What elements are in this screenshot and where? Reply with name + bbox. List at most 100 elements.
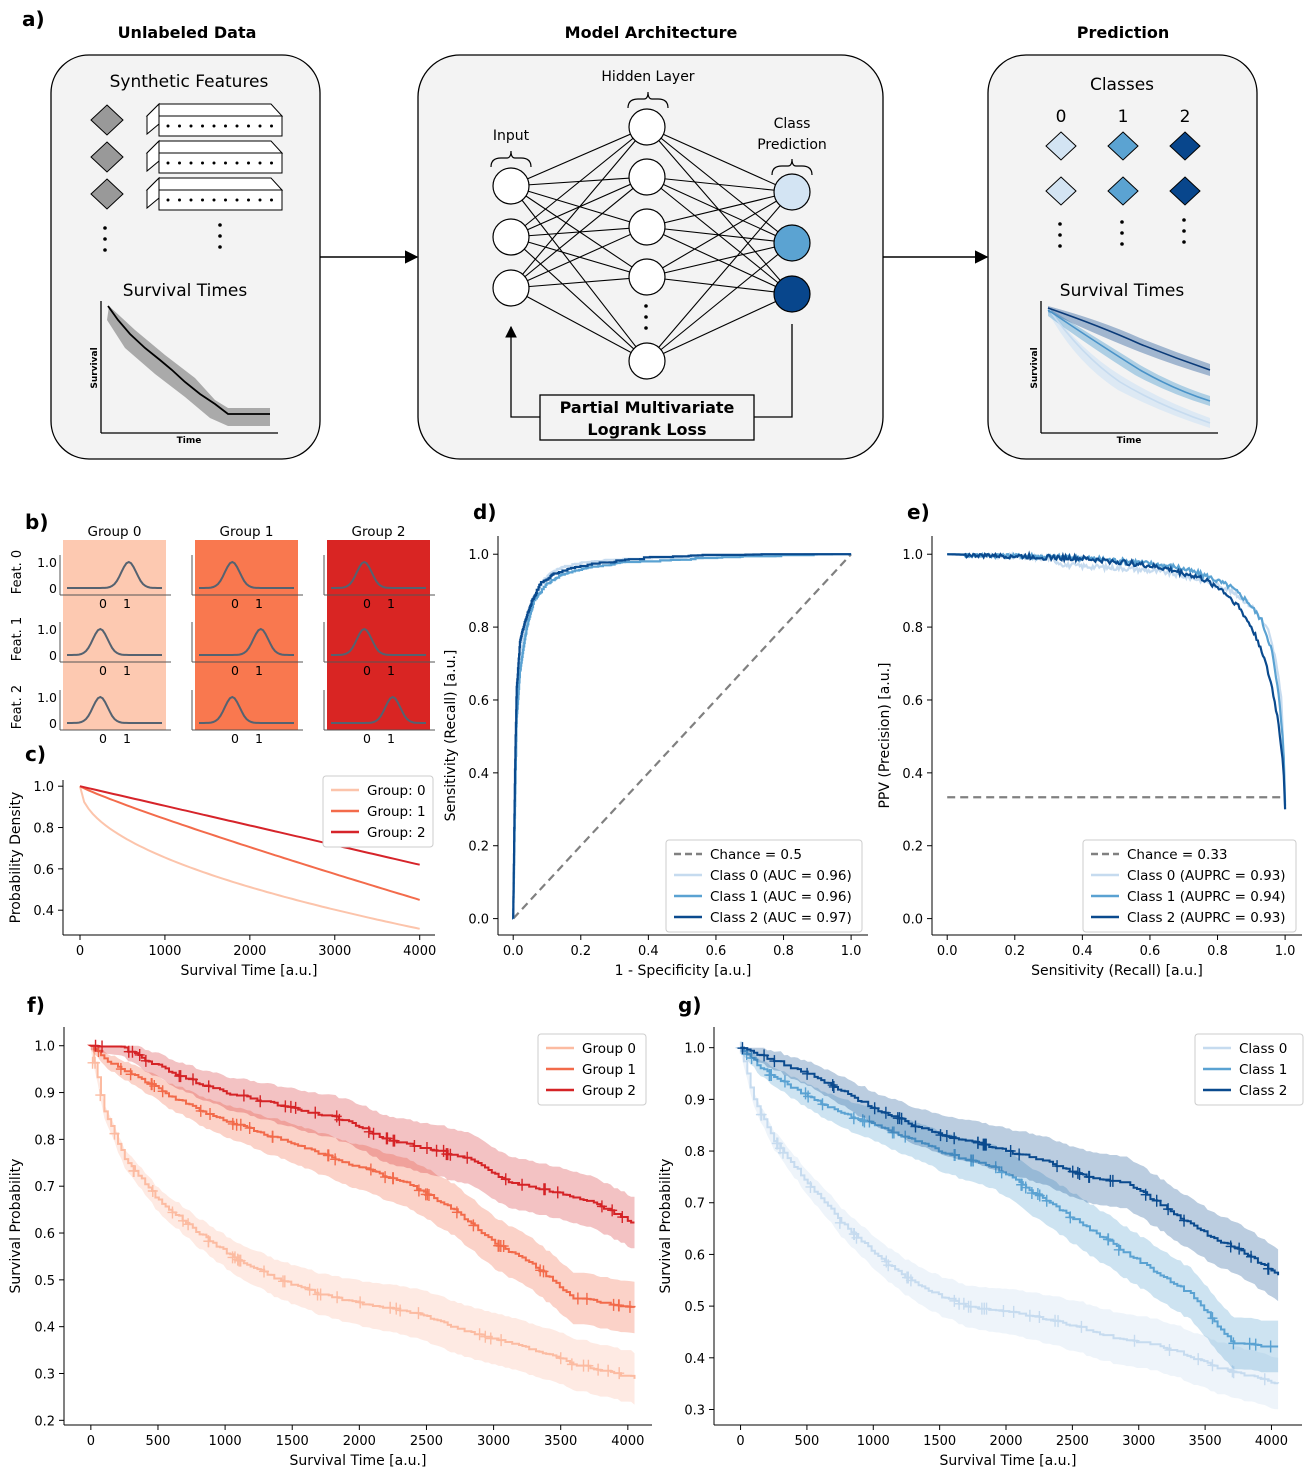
censor-mark xyxy=(1265,1340,1276,1353)
y-tick-label: 0.2 xyxy=(902,840,923,855)
feature-dot xyxy=(201,124,204,128)
feature-density-curve xyxy=(199,627,294,656)
feature-dot xyxy=(224,198,227,202)
class-diamond-1 xyxy=(1107,176,1139,206)
censor-mark xyxy=(607,1204,618,1217)
feature-dot xyxy=(178,161,181,165)
pr-curve-0 xyxy=(947,551,1287,803)
x-tick-label: 4000 xyxy=(403,944,436,959)
network-edge xyxy=(510,226,648,289)
censor-mark xyxy=(140,1054,151,1067)
y-axis-label: Sensitivity (Recall) [a.u.] xyxy=(443,650,459,822)
censor-mark xyxy=(1005,1144,1016,1157)
censor-mark xyxy=(187,1073,198,1086)
censor-mark xyxy=(963,1300,974,1313)
feature-dot xyxy=(201,198,204,202)
x-tick-label: 0.0 xyxy=(503,944,524,959)
y-tick-label: 0.9 xyxy=(34,1087,55,1102)
feature-dot xyxy=(224,161,227,165)
prediction-title: Prediction xyxy=(1077,23,1169,42)
unlabeled-km-thumbnail: Survival Time xyxy=(90,301,278,446)
y-tick-label: 0.2 xyxy=(34,1414,55,1429)
x-tick-label: 4000 xyxy=(611,1434,644,1449)
km-curve-1 xyxy=(740,1046,1279,1348)
feature-vector-front xyxy=(158,189,283,211)
censor-mark xyxy=(979,1302,990,1315)
feature-dot xyxy=(235,198,239,202)
censor-mark xyxy=(174,1070,185,1083)
feature-diamond xyxy=(90,104,124,136)
y-tick-label: 1.0 xyxy=(902,548,923,563)
pr-curve-1 xyxy=(947,551,1287,806)
network-edge xyxy=(646,276,793,295)
class-diamond-0 xyxy=(1045,131,1077,161)
hidden-node xyxy=(628,108,666,146)
censor-mark xyxy=(1065,1211,1076,1224)
subplot-xtick: 0 xyxy=(231,596,239,611)
censor-mark xyxy=(115,1063,126,1076)
subplot-xtick: 1 xyxy=(255,731,263,746)
y-tick-label: 0.3 xyxy=(684,1403,705,1418)
legend-entry: Group: 0 xyxy=(367,783,426,799)
feature-dot xyxy=(189,124,193,128)
censor-mark xyxy=(451,1206,462,1219)
feature-dot xyxy=(247,124,250,128)
censor-mark xyxy=(1163,1203,1174,1216)
feature-dot xyxy=(258,198,262,202)
censor-mark xyxy=(972,1136,983,1149)
input-node xyxy=(492,269,530,307)
panel-d: d) 0.0 0.2 0.4 0.6 0.8 1.0 0.0 0.2 0.4 0.6 0.8 1.0 1… xyxy=(443,500,868,979)
hidden-node xyxy=(628,208,666,246)
y-axis-label: Probability Density xyxy=(8,792,24,924)
x-tick-label: 2000 xyxy=(343,1434,376,1449)
legend-box xyxy=(1082,839,1297,933)
x-tick-label: 500 xyxy=(794,1434,819,1449)
subplot-ytick-top: 1.0 xyxy=(37,555,57,570)
feature-diamond xyxy=(90,178,124,210)
panel-g: g) 0 500 1000 1500 2000 2500 3000 3500 4000 0.3 0.… xyxy=(658,993,1304,1469)
y-tick-label: 0.8 xyxy=(902,621,923,636)
subplot-xtick: 1 xyxy=(255,596,263,611)
censor-mark xyxy=(485,1332,496,1345)
x-tick-label: 2500 xyxy=(1056,1434,1089,1449)
x-tick-label: 0.2 xyxy=(570,944,591,959)
network-edge xyxy=(510,126,648,238)
subplot-xtick: 1 xyxy=(123,731,131,746)
censor-mark xyxy=(555,1352,566,1365)
x-axis-label: Survival Time [a.u.] xyxy=(290,1453,427,1469)
feature-density-curve xyxy=(67,627,162,656)
network-edge xyxy=(646,191,793,362)
censor-mark xyxy=(1024,1309,1035,1322)
subplot-ytick-bottom: 0 xyxy=(49,648,57,663)
legend-entry: Class 0 (AUPRC = 0.93) xyxy=(1127,868,1286,884)
x-tick-label: 0 xyxy=(87,1434,95,1449)
censor-mark xyxy=(1207,1359,1218,1372)
censor-mark xyxy=(1008,1305,1019,1318)
censor-mark xyxy=(203,1080,214,1093)
censor-mark xyxy=(1074,1168,1085,1181)
censor-mark xyxy=(827,1079,838,1092)
subplot-xtick: 1 xyxy=(387,596,395,611)
feature-density-curve xyxy=(67,695,162,724)
feature-density-curve xyxy=(199,695,294,724)
censor-mark xyxy=(968,1154,979,1167)
censor-mark xyxy=(1053,1315,1064,1328)
x-tick-label: 2500 xyxy=(410,1434,443,1449)
subplot-xtick: 0 xyxy=(99,731,107,746)
censor-mark xyxy=(431,1144,442,1157)
hidden-node xyxy=(628,258,666,296)
censor-mark xyxy=(1113,1243,1124,1256)
y-tick-label: 0.7 xyxy=(684,1197,705,1212)
hidden-node xyxy=(628,158,666,196)
x-tick-label: 3000 xyxy=(477,1434,510,1449)
censor-mark xyxy=(355,1296,366,1309)
y-axis-label: PPV (Precision) [a.u.] xyxy=(877,662,893,808)
censor-mark xyxy=(617,1211,628,1224)
censor-mark xyxy=(817,1098,828,1111)
x-tick-label: 0.4 xyxy=(638,944,659,959)
y-tick-label: 0.5 xyxy=(684,1300,705,1315)
network-edge xyxy=(510,126,648,187)
censor-mark xyxy=(978,1138,989,1151)
subplot-xtick: 0 xyxy=(363,596,371,611)
